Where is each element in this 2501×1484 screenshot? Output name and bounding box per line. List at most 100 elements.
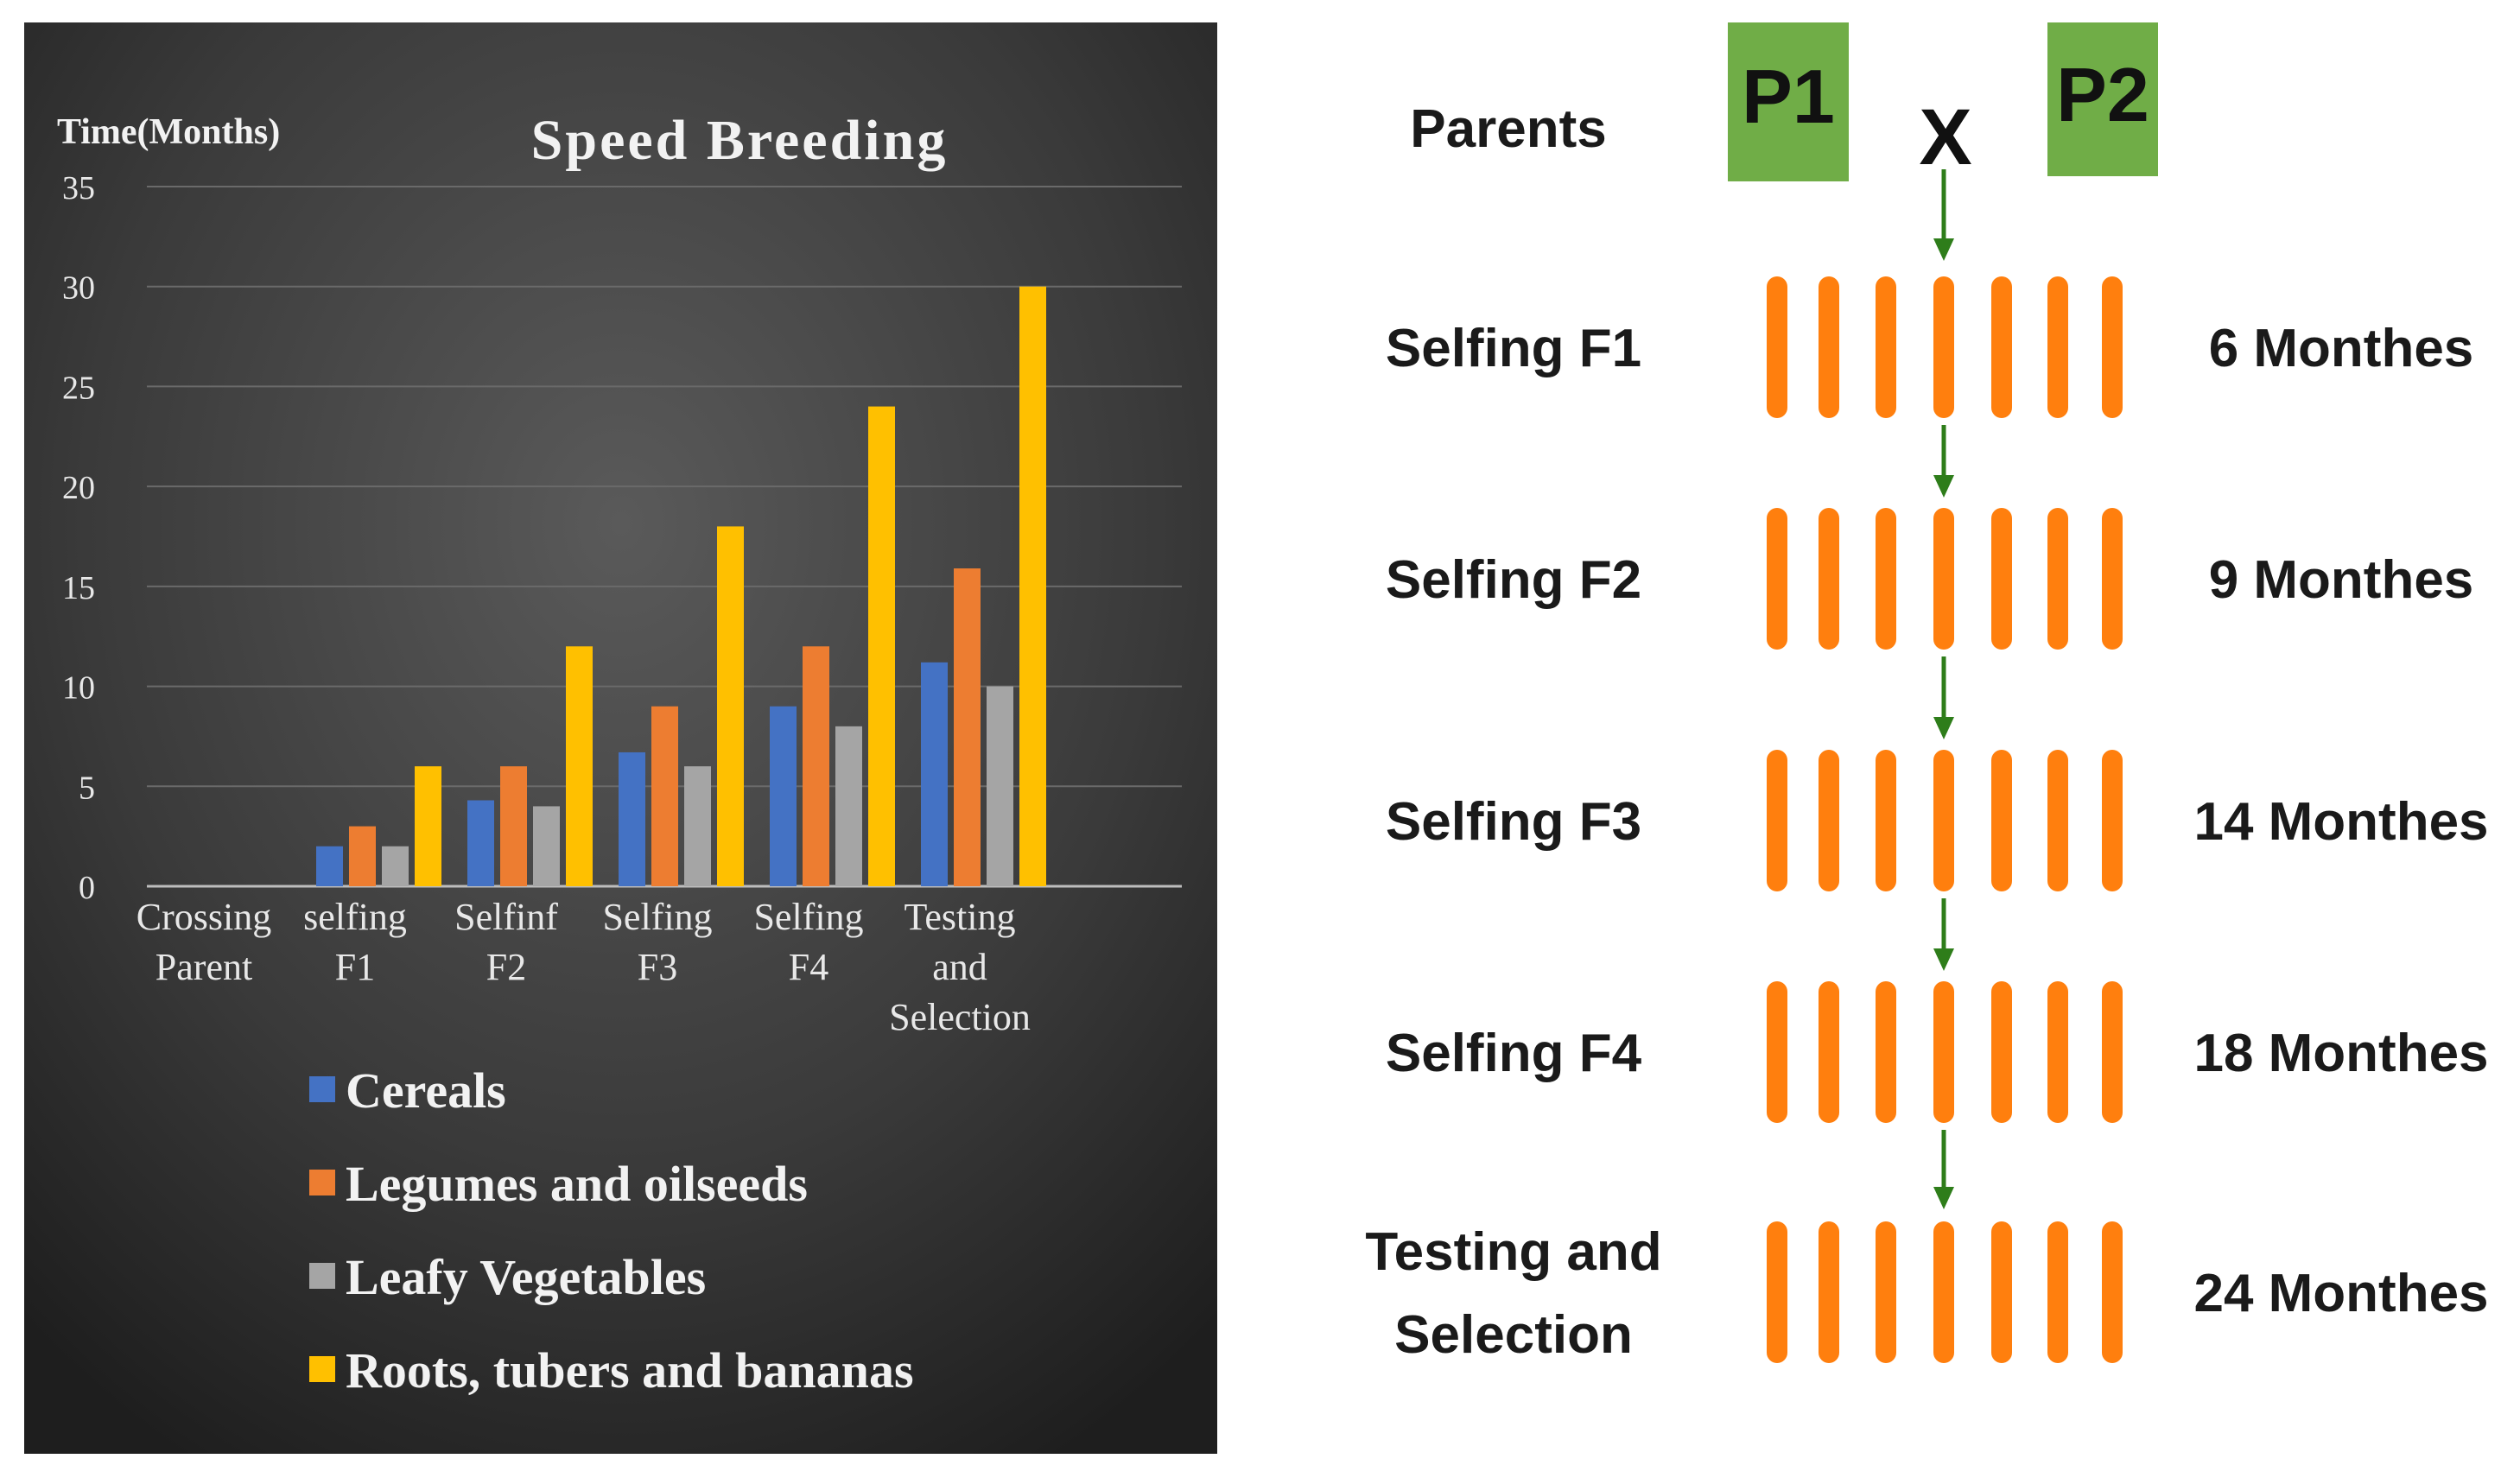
- y-axis-label: Time(Months): [57, 112, 280, 152]
- bar-leafy-vegetables-2: [533, 806, 560, 886]
- diagram-canvas: Parents P1 X P2 Selfing F1 6 MonthesSelfi…: [1365, 22, 2489, 1365]
- bar-roots-tubers-and-bananas-5: [1019, 286, 1046, 886]
- plant-bar: [1819, 276, 1839, 418]
- bar-leafy-vegetables-1: [382, 846, 409, 886]
- legend: Cereals Legumes and oilseeds Leafy Vegetab…: [309, 1062, 914, 1398]
- generation-duration: 14 Monthes: [2193, 792, 2488, 852]
- plant-bar: [1991, 750, 2012, 891]
- bar-roots-tubers-and-bananas-2: [566, 646, 593, 886]
- generation-duration: 6 Monthes: [2209, 319, 2474, 378]
- plant-bar: [2047, 276, 2068, 418]
- plant-bar: [1767, 981, 1787, 1123]
- generation-label: Selfing F2: [1386, 550, 1641, 610]
- plant-bar: [1819, 1221, 1839, 1363]
- parents-label: Parents: [1410, 99, 1606, 159]
- y-tick-label: 15: [62, 570, 95, 606]
- legend-label: Roots, tubers and bananas: [346, 1342, 914, 1398]
- plant-bar: [1767, 750, 1787, 891]
- plant-bar: [2047, 750, 2068, 891]
- legend-label: Cereals: [346, 1062, 506, 1119]
- speed-breeding-chart: Speed Breeding Time(Months) 0 5 10 15 20 25 30…: [24, 22, 1217, 1454]
- x-tick-label: F1: [335, 946, 375, 988]
- plant-bar: [1991, 1221, 2012, 1363]
- plant-bar: [1876, 750, 1896, 891]
- legend-swatch: [309, 1356, 335, 1382]
- plant-bar: [1991, 276, 2012, 418]
- bar-legumes-and-oilseeds-1: [349, 826, 376, 886]
- x-tick-label: Selfing: [753, 896, 863, 938]
- generation-label: Selection: [1394, 1305, 1633, 1365]
- y-tick-label: 25: [62, 370, 95, 406]
- y-tick-labels: 0 5 10 15 20 25 30 35: [62, 170, 95, 906]
- bar-roots-tubers-and-bananas-3: [717, 526, 744, 886]
- plant-bar: [2102, 750, 2123, 891]
- cross-symbol: X: [1919, 93, 1971, 181]
- legend-swatch: [309, 1076, 335, 1102]
- bar-legumes-and-oilseeds-2: [500, 766, 527, 886]
- bar-cereals-3: [619, 752, 645, 886]
- plant-bar: [2047, 1221, 2068, 1363]
- bar-cereals-2: [467, 800, 494, 886]
- plant-bar: [2102, 981, 2123, 1123]
- legend-label: Leafy Vegetables: [346, 1249, 706, 1305]
- generation-label: Selfing F1: [1386, 319, 1641, 378]
- x-tick-label: Selection: [889, 996, 1031, 1038]
- plant-bar: [1767, 508, 1787, 650]
- x-tick-label: Crossing: [136, 896, 271, 938]
- plant-bar: [1876, 981, 1896, 1123]
- x-tick-label: Parent: [156, 946, 252, 988]
- plant-bar: [1933, 508, 1954, 650]
- y-tick-label: 10: [62, 670, 95, 707]
- plant-bar: [1767, 1221, 1787, 1363]
- plant-bar: [2102, 508, 2123, 650]
- bar-leafy-vegetables-3: [684, 766, 711, 886]
- generation-rows: Selfing F1 6 Monthes Selfing F2 9 Monthes Se…: [1365, 276, 2489, 1365]
- bar-leafy-vegetables-4: [835, 726, 862, 886]
- plant-bar: [1991, 981, 2012, 1123]
- x-tick-label: Testing: [905, 896, 1016, 938]
- y-tick-label: 0: [79, 870, 95, 906]
- bar-cereals-4: [770, 706, 797, 886]
- plant-bar: [2047, 981, 2068, 1123]
- bar-roots-tubers-and-bananas-4: [868, 406, 895, 887]
- x-tick-label: F4: [789, 946, 828, 988]
- x-tick-label: F2: [486, 946, 526, 988]
- generation-label: Selfing F3: [1386, 792, 1641, 852]
- down-arrow-head: [1933, 717, 1954, 739]
- y-tick-label: 35: [62, 170, 95, 206]
- y-tick-label: 20: [62, 470, 95, 506]
- generation-duration: 18 Monthes: [2193, 1024, 2488, 1083]
- plant-bar: [1933, 750, 1954, 891]
- plant-bar: [1819, 981, 1839, 1123]
- legend-swatch: [309, 1263, 335, 1289]
- chart-background: [24, 22, 1217, 1454]
- y-tick-label: 5: [79, 770, 95, 806]
- bar-legumes-and-oilseeds-4: [803, 646, 829, 886]
- generation-label: Selfing F4: [1386, 1024, 1642, 1083]
- down-arrow-head: [1933, 475, 1954, 498]
- bar-cereals-5: [921, 662, 948, 886]
- plant-bar: [1876, 276, 1896, 418]
- plant-bar: [1876, 508, 1896, 650]
- plant-bar: [2102, 1221, 2123, 1363]
- bar-cereals-1: [316, 846, 343, 886]
- plant-bar: [2102, 276, 2123, 418]
- breeding-timeline-diagram: Parents P1 X P2 Selfing F1 6 Monthes Selfi…: [1296, 0, 2501, 1480]
- y-tick-label: 30: [62, 270, 95, 307]
- generation-label: Testing and: [1365, 1222, 1661, 1282]
- legend-label: Legumes and oilseeds: [346, 1156, 808, 1212]
- plant-bar: [1819, 750, 1839, 891]
- parent-p1-label: P1: [1742, 54, 1835, 139]
- down-arrow-head: [1933, 1187, 1954, 1209]
- x-tick-label: F3: [638, 946, 677, 988]
- generation-arrows: [1933, 169, 1954, 1209]
- down-arrow-head: [1933, 948, 1954, 971]
- x-tick-label: Selfinf: [454, 896, 558, 938]
- bar-legumes-and-oilseeds-3: [651, 706, 678, 886]
- x-tick-label: and: [932, 946, 987, 988]
- bar-leafy-vegetables-5: [987, 686, 1013, 886]
- plant-bar: [1933, 1221, 1954, 1363]
- plant-bar: [1991, 508, 2012, 650]
- legend-swatch: [309, 1170, 335, 1195]
- x-tick-label: Selfing: [602, 896, 712, 938]
